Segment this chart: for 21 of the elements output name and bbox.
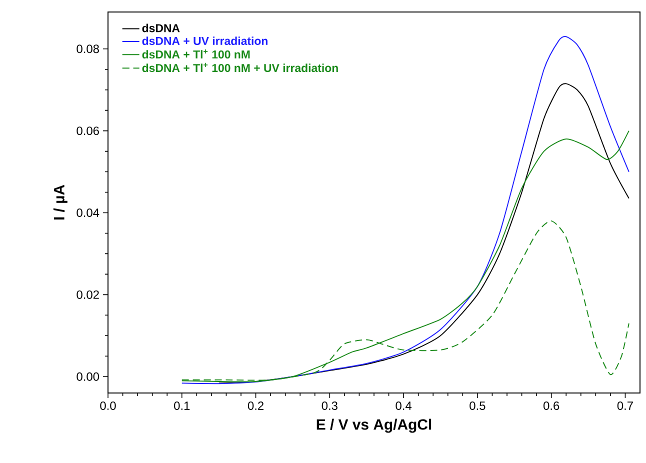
line-series [181,36,630,384]
legend-label: dsDNA + Tl$^{+}$ 100 nM + UV irradiation [142,62,338,72]
x-tick-label: 0.2 [248,402,264,410]
y-tick-label: 0.04 [76,208,100,217]
y-axis-title: I / µA [53,184,68,220]
y-tick-label: 0.02 [76,290,99,299]
x-axis-title: E / V vs Ag/AgCl [316,418,432,433]
legend-label: dsDNA [142,24,180,32]
legend-label: dsDNA + UV irradiation [142,36,268,45]
x-tick-label: 0.3 [322,402,338,410]
x-tick-label: 0.6 [543,402,560,410]
x-tick-label: 0.1 [174,402,190,410]
y-tick-label: 0.08 [76,44,99,54]
y-tick-label: 0.00 [76,372,100,381]
x-tick-label: 0.5 [470,402,486,410]
legend-label: dsDNA + Tl$^{+}$ 100 nM [142,49,250,59]
y-tick-label: 0.06 [76,126,99,136]
x-tick-label: 0.0 [100,402,116,410]
x-tick-label: 0.4 [396,402,412,410]
x-tick-label: 0.7 [617,402,633,410]
line-series [218,83,630,384]
